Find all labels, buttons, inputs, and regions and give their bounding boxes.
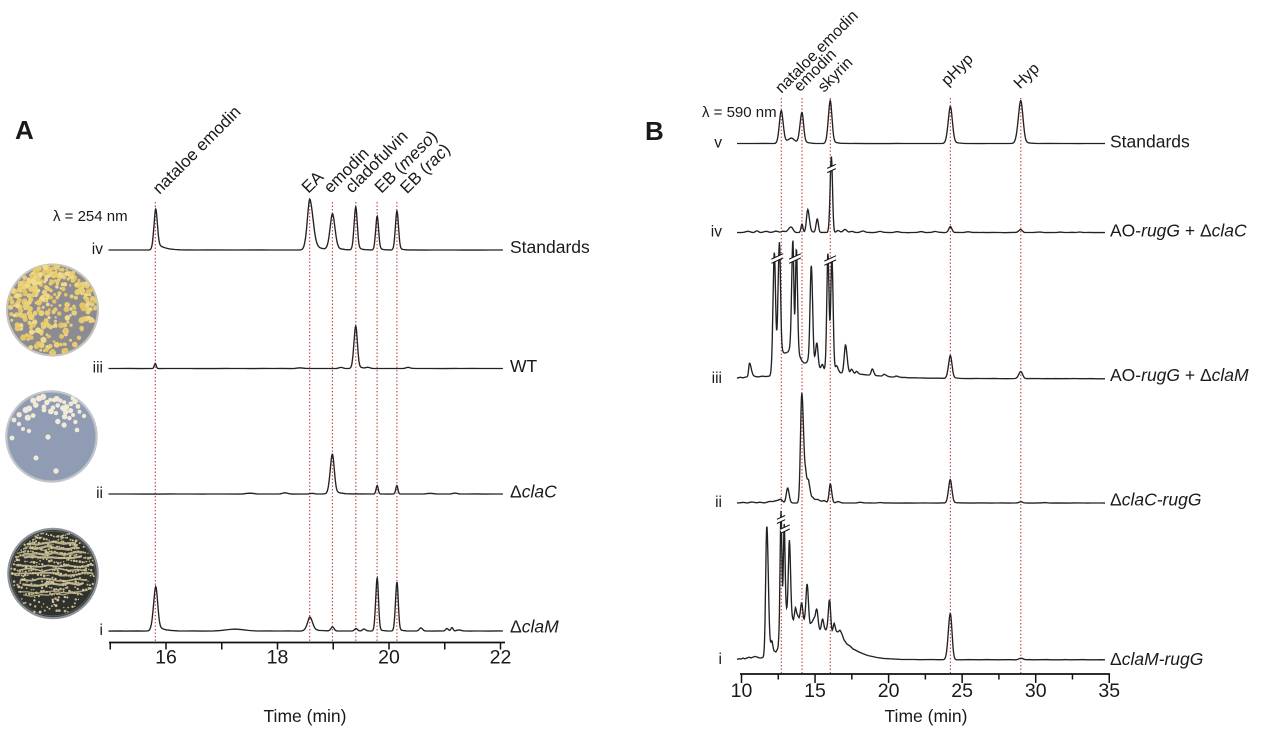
svg-text:Standards: Standards [510, 237, 590, 257]
svg-text:i: i [100, 622, 103, 639]
svg-text:λ = 254 nm: λ = 254 nm [53, 208, 128, 225]
svg-text:ΔclaM: ΔclaM [510, 617, 559, 637]
svg-text:35: 35 [1098, 680, 1120, 702]
svg-text:Time (min): Time (min) [264, 706, 347, 726]
svg-text:15: 15 [804, 680, 826, 702]
svg-text:iv: iv [711, 224, 722, 241]
svg-text:AO-rugG + ΔclaC: AO-rugG + ΔclaC [1110, 221, 1247, 241]
svg-text:pHyp: pHyp [938, 51, 977, 90]
svg-text:ΔclaM-rugG: ΔclaM-rugG [1110, 649, 1203, 669]
svg-text:16: 16 [155, 647, 177, 669]
svg-text:iii: iii [93, 360, 103, 377]
svg-text:ii: ii [96, 485, 103, 502]
svg-text:AO-rugG + ΔclaM: AO-rugG + ΔclaM [1110, 365, 1249, 385]
svg-text:30: 30 [1025, 680, 1047, 702]
svg-text:25: 25 [951, 680, 973, 702]
svg-text:Time (min): Time (min) [885, 706, 968, 726]
svg-text:WT: WT [510, 356, 538, 376]
svg-text:iii: iii [712, 370, 722, 387]
svg-text:B: B [645, 116, 664, 146]
svg-text:20: 20 [378, 647, 400, 669]
svg-text:A: A [15, 115, 34, 145]
svg-text:nataloe emodin: nataloe emodin [149, 102, 245, 198]
svg-text:v: v [714, 135, 722, 152]
svg-text:22: 22 [490, 647, 512, 669]
svg-text:10: 10 [731, 680, 753, 702]
svg-text:ii: ii [715, 494, 722, 511]
svg-text:18: 18 [267, 647, 289, 669]
svg-text:iv: iv [92, 241, 103, 258]
svg-text:Standards: Standards [1110, 132, 1190, 152]
svg-text:i: i [719, 651, 722, 668]
svg-text:ΔclaC: ΔclaC [510, 482, 557, 502]
svg-text:λ = 590 nm: λ = 590 nm [702, 104, 777, 121]
svg-text:20: 20 [878, 680, 900, 702]
svg-text:Hyp: Hyp [1011, 60, 1043, 92]
svg-text:ΔclaC-rugG: ΔclaC-rugG [1110, 490, 1201, 510]
